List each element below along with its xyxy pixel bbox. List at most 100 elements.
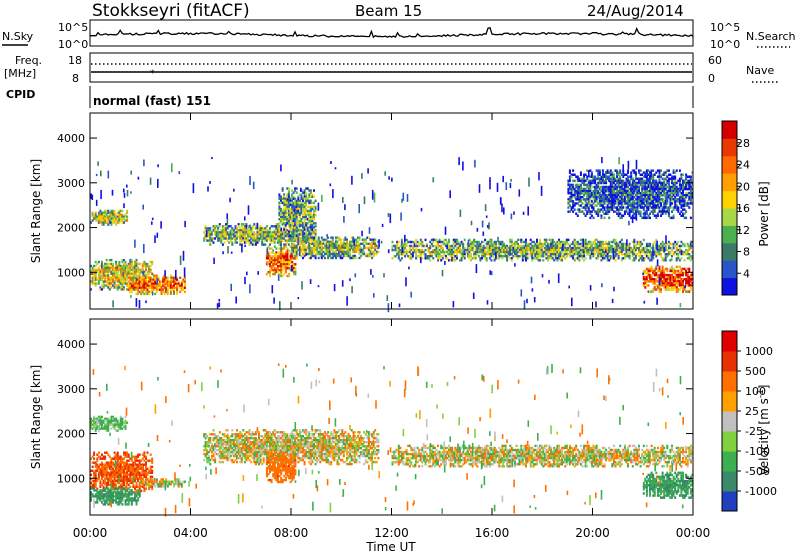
heatmap-cell [229,225,232,228]
heatmap-cell [689,191,692,195]
heatmap-cell [548,255,551,258]
heatmap-cell [313,189,315,192]
heatmap-cell [421,250,424,254]
heatmap-cell [251,227,254,230]
heatmap-cell [620,208,623,211]
heatmap-cell [570,200,573,203]
heatmap-cell [280,249,283,252]
heatmap-cell [261,239,264,242]
heatmap-cell [358,244,361,247]
heatmap-cell [295,252,298,256]
heatmap-cell [677,189,680,193]
heatmap-cell [616,196,619,199]
heatmap-cell [284,257,287,260]
heatmap-cell [488,240,491,244]
heatmap-cell [655,238,658,242]
heatmap-cell [531,246,534,250]
heatmap-cell [162,276,164,279]
heatmap-cell [294,272,297,276]
heatmap-cell [261,227,264,230]
heatmap-cell [108,276,111,279]
heatmap-cell [300,238,303,241]
heatmap-cell [529,248,532,252]
heatmap-cell [118,264,121,268]
heatmap-cell [597,196,600,199]
heatmap-cell [396,250,399,254]
freq-label-line1: Freq. [15,54,42,67]
heatmap-cell [298,211,301,215]
heatmap-cell [339,244,342,247]
heatmap-cell [121,280,124,283]
heatmap-cell [644,280,647,283]
heatmap-cell [570,175,573,178]
heatmap-cell [660,187,662,191]
heatmap-cell [287,220,290,223]
heatmap-cell [258,229,260,232]
heatmap-cell [313,205,315,209]
heatmap-cell [411,246,414,250]
heatmap-cell [287,243,290,246]
heatmap-cell [319,242,322,245]
heatmap-cell [314,213,317,217]
heatmap-cell [572,202,575,205]
heatmap-cell [154,274,157,277]
heatmap-cell [292,225,295,228]
heatmap-cell [295,209,298,213]
heatmap-cell [682,196,684,199]
heatmap-cell [597,175,600,178]
heatmap-cell [148,284,150,287]
heatmap-cell [152,274,155,277]
heatmap-cell [148,264,151,268]
heatmap-cell [407,255,410,258]
heatmap-cell [372,238,375,241]
heatmap-cell [328,248,331,252]
heatmap-cell [639,183,642,187]
heatmap-cell [446,240,449,244]
heatmap-cell [294,197,297,200]
heatmap-cell [278,218,281,221]
heatmap-cell [620,181,623,185]
heatmap-cell [639,204,642,207]
heatmap-cell [112,270,114,273]
heatmap-cell [652,242,655,246]
heatmap-cell [570,196,573,199]
heatmap-cell [286,263,289,266]
heatmap-cell [107,219,110,222]
heatmap-cell [649,189,651,193]
heatmap-cell [669,204,672,207]
heatmap-cell [275,257,278,260]
heatmap-cell [302,226,304,229]
heatmap-cell [405,248,408,252]
power-heatmap [90,157,694,313]
heatmap-cell [288,263,291,266]
heatmap-cell [294,239,297,242]
heatmap-cell [396,246,399,250]
heatmap-cell [488,238,491,242]
heatmap-cell [617,171,620,174]
heatmap-cell [503,246,505,250]
heatmap-cell [608,171,611,174]
heatmap-cell [155,276,158,279]
heatmap-cell [645,250,648,254]
heatmap-cell [245,227,248,230]
heatmap-cell [647,200,650,203]
heatmap-cell [132,270,135,273]
heatmap-cell [634,177,637,181]
heatmap-cell [231,243,234,246]
heatmap-cell [666,189,669,193]
heatmap-cell [627,171,629,174]
heatmap-cell [570,173,573,176]
heatmap-cell [592,179,595,183]
heatmap-cell [616,187,619,191]
heatmap-cell [283,222,286,225]
heatmap-cell [287,222,290,225]
heatmap-cell [639,248,642,252]
heatmap-cell [597,173,600,176]
heatmap-cell [367,248,370,252]
heatmap-cell [601,250,604,254]
heatmap-cell [112,280,114,283]
heatmap-cell [542,244,545,248]
heatmap-cell [291,209,293,213]
heatmap-cell [598,246,601,250]
heatmap-cell [452,246,455,250]
